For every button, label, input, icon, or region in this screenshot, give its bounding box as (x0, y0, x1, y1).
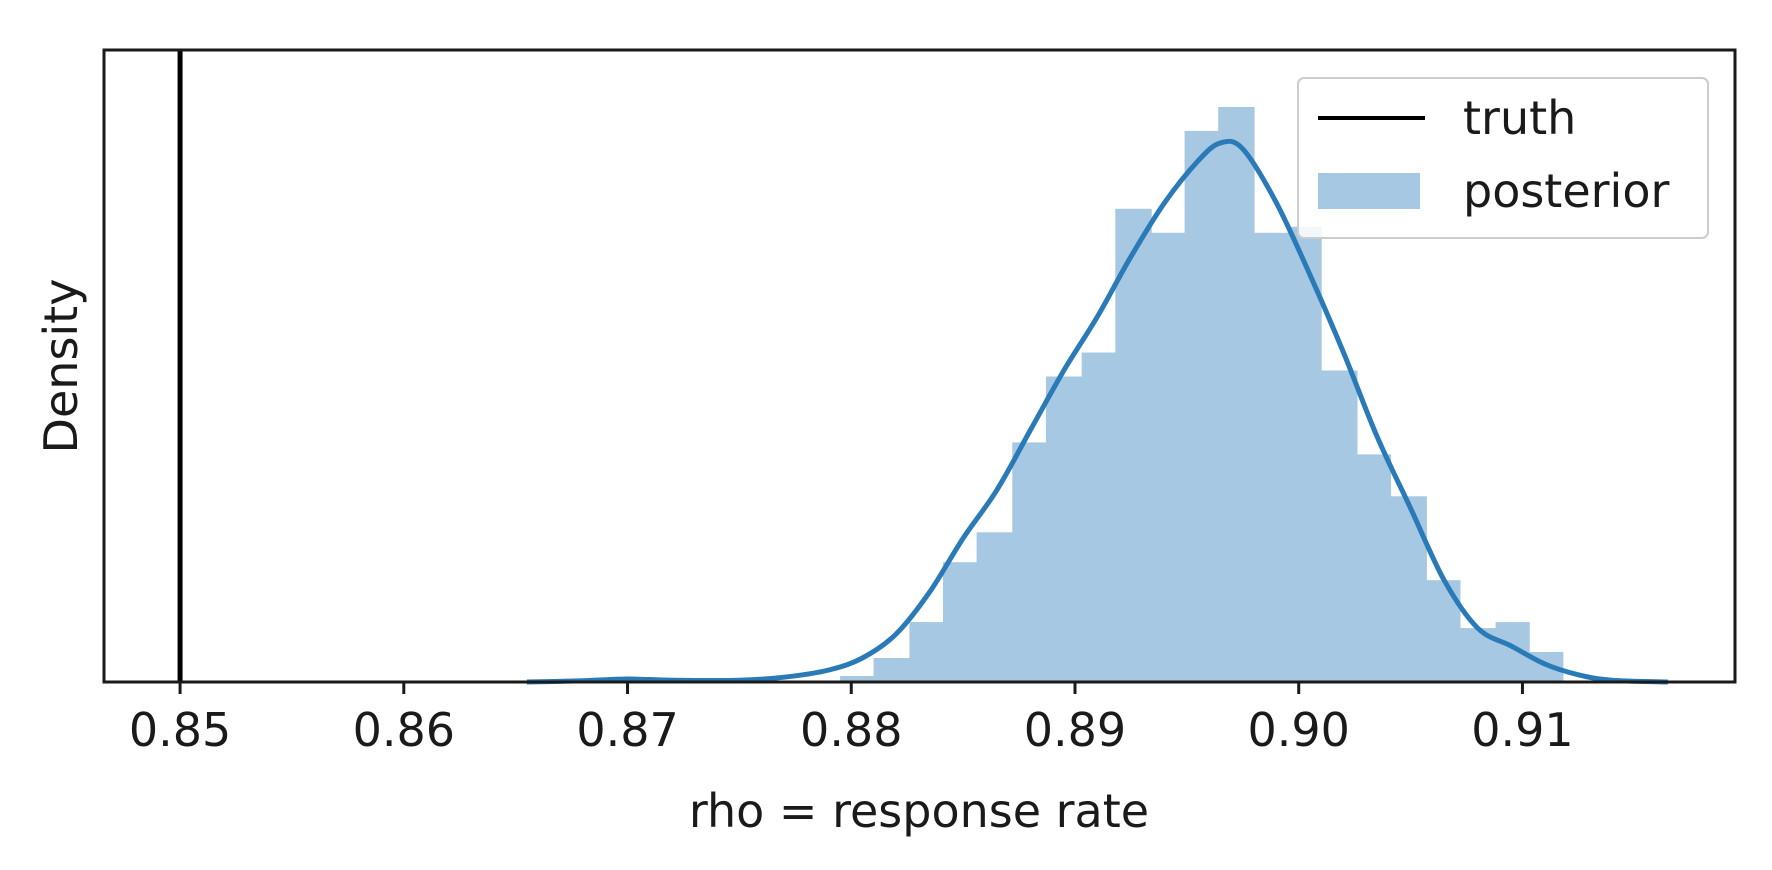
kde-curve (526, 138, 1668, 685)
histogram-bar (1321, 370, 1358, 682)
histogram-bar (1287, 226, 1322, 683)
histogram-bar (1254, 232, 1289, 683)
histogram-bar (909, 622, 944, 682)
x-axis-ticks: 0.85 0.86 0.87 0.88 0.89 0.90 0.91 (129, 682, 1574, 757)
histogram-bar (1115, 208, 1152, 683)
x-axis-label: rho = response rate (689, 784, 1149, 838)
histogram-bar (976, 532, 1013, 683)
x-tick-label: 0.86 (353, 703, 455, 757)
histogram-bar (1184, 130, 1219, 682)
histogram-bars (840, 107, 1564, 683)
legend-posterior-label: posterior (1463, 164, 1669, 218)
histogram-bar (1390, 496, 1427, 682)
legend-truth-label: truth (1463, 91, 1576, 145)
legend: truth posterior (1297, 77, 1709, 239)
histogram-bar (873, 658, 910, 682)
y-axis-label: Density (34, 279, 88, 454)
plot-frame (102, 48, 1737, 684)
x-tick-label: 0.88 (800, 703, 902, 757)
histogram-bar (1045, 376, 1083, 682)
histogram-bar (1012, 442, 1047, 682)
legend-posterior-swatch (1318, 173, 1420, 209)
x-tick-label: 0.89 (1024, 703, 1126, 757)
plot-area (177, 50, 1668, 685)
x-tick-label: 0.85 (129, 703, 231, 757)
kde-layer (526, 138, 1668, 685)
x-tick-label: 0.90 (1248, 703, 1350, 757)
histogram-bar (840, 676, 875, 682)
histogram-bar (1081, 352, 1116, 682)
x-tick-label: 0.87 (576, 703, 678, 757)
histogram-bar (1218, 107, 1255, 682)
histogram-bar (1356, 454, 1392, 682)
x-tick-label: 0.91 (1471, 703, 1573, 757)
histogram-bar (943, 562, 978, 682)
histogram-bar (1151, 232, 1186, 683)
